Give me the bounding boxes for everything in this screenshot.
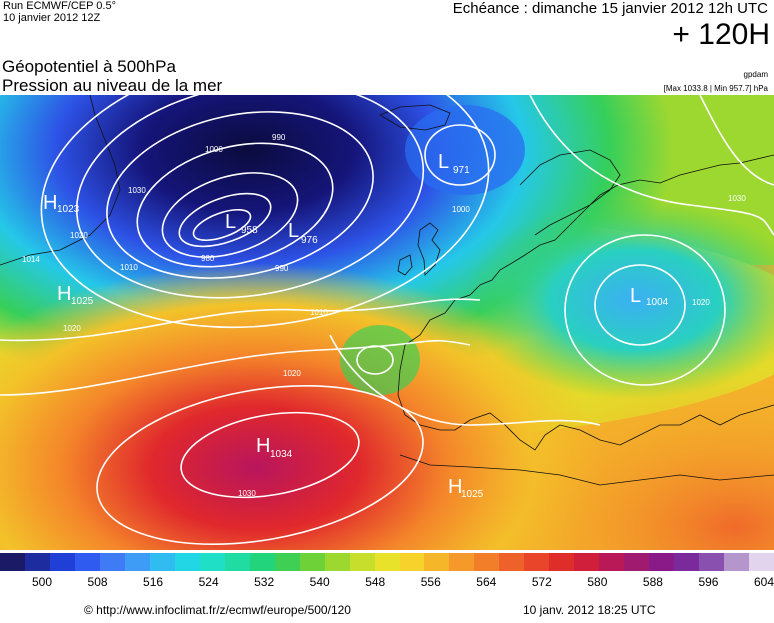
- isobar-label: 990: [275, 264, 289, 273]
- color-scale-cell: [624, 553, 650, 571]
- isobar-label: 1020: [70, 231, 88, 240]
- color-scale-cell: [549, 553, 575, 571]
- color-scale-tick-label: 564: [476, 575, 497, 589]
- pressure-center-type: H: [57, 283, 71, 305]
- isobar-label: 1020: [283, 369, 301, 378]
- forecast-valid-time: Echéance : dimanche 15 janvier 2012 12h …: [452, 0, 768, 17]
- color-scale-cell: [474, 553, 500, 571]
- color-scale-tick-label: 516: [143, 575, 164, 589]
- pressure-center-type: H: [43, 192, 57, 214]
- color-scale-cell: [224, 553, 250, 571]
- color-scale-cell: [499, 553, 525, 571]
- pressure-center-type: H: [256, 435, 270, 457]
- footer-generated-time: 10 janv. 2012 18:25 UTC: [523, 603, 656, 617]
- color-scale-cell: [99, 553, 125, 571]
- pressure-center-type: L: [225, 211, 236, 233]
- forecast-map: 990 1000 1010 1020 1030 980 990 1000 101…: [0, 95, 774, 550]
- pressure-center-value: 976: [301, 235, 318, 246]
- color-scale-cell: [574, 553, 600, 571]
- color-scale-tick-label: 524: [198, 575, 219, 589]
- color-scale-tick-label: 572: [531, 575, 552, 589]
- pressure-center-value: 1023: [57, 204, 80, 215]
- run-date: 10 janvier 2012 12Z: [3, 12, 101, 24]
- color-scale-tick-label: 540: [309, 575, 330, 589]
- map-title-geopotential: Géopotentiel à 500hPa: [2, 57, 176, 76]
- color-scale-cell: [324, 553, 350, 571]
- biscay-green-blob: [340, 325, 420, 395]
- pressure-center-value: 1025: [461, 489, 484, 500]
- color-scale-tick-label: 580: [587, 575, 608, 589]
- color-scale-cell: [24, 553, 50, 571]
- run-label: Run ECMWF/CEP 0.5°: [3, 0, 117, 12]
- pressure-center-value: 1034: [270, 449, 293, 460]
- max-min-pressure: [Max 1033.8 | Min 957.7] hPa: [663, 84, 768, 93]
- color-scale-cell: [274, 553, 300, 571]
- color-scale-cell: [299, 553, 325, 571]
- color-scale-cell: [349, 553, 375, 571]
- color-scale-cell: [449, 553, 475, 571]
- color-scale-cell: [524, 553, 550, 571]
- color-scale-tick-label: 500: [31, 575, 53, 589]
- isobar-label: 1030: [128, 186, 146, 195]
- pressure-center-value: 1025: [71, 296, 94, 307]
- color-scale-cell: [749, 553, 774, 571]
- color-scale-cell: [49, 553, 75, 571]
- isobar-label: 1030: [728, 194, 746, 203]
- pressure-center-value: 1004: [646, 297, 669, 308]
- color-scale-cell: [0, 553, 25, 571]
- color-scale-cell: [649, 553, 675, 571]
- isobar-label: 1000: [452, 205, 470, 214]
- footer-source-url: © http://www.infoclimat.fr/z/ecmwf/europ…: [84, 603, 351, 617]
- color-scale-tick-label: 588: [642, 575, 663, 589]
- color-scale-ticks: 500 508 516 524 532 540 548 556 564 572 580 588 596 6…: [0, 575, 774, 593]
- isobars: [0, 95, 774, 546]
- pressure-center-type: H: [448, 476, 462, 498]
- color-scale-cell: [249, 553, 275, 571]
- color-scale-cell: [124, 553, 150, 571]
- color-scale-cell: [674, 553, 700, 571]
- color-scale-cell: [74, 553, 100, 571]
- isobar-label: 980: [201, 254, 215, 263]
- pressure-center-value: 958: [241, 225, 258, 236]
- color-scale-cell: [599, 553, 625, 571]
- color-scale-tick-label: 532: [254, 575, 275, 589]
- isobar-label: 1020: [692, 298, 710, 307]
- pressure-center-type: L: [438, 151, 449, 173]
- pressure-centers: L 958 L 971 L 976 L 1004 H 1023 H 1025 H…: [43, 151, 669, 500]
- forecast-horizon: + 120H: [672, 18, 770, 51]
- isobar-labels: 990 1000 1010 1020 1030 980 990 1000 101…: [22, 133, 746, 498]
- pressure-center-type: L: [288, 220, 299, 242]
- color-scale-tick-label: 556: [420, 575, 441, 589]
- color-scale-cell: [174, 553, 200, 571]
- color-scale-cell: [399, 553, 425, 571]
- color-scale-tick-label: 604: [753, 575, 774, 589]
- color-scale-cell: [424, 553, 450, 571]
- isobar-label: 1010: [120, 263, 138, 272]
- isobar-label: 1000: [205, 145, 223, 154]
- color-scale-cell: [199, 553, 225, 571]
- pressure-center-value: 971: [453, 165, 470, 176]
- color-scale-cell: [374, 553, 400, 571]
- unit-source-label: gpdam: [743, 70, 768, 79]
- color-scale-cell: [699, 553, 725, 571]
- isobar-label: 1030: [238, 489, 256, 498]
- color-scale-cell: [724, 553, 750, 571]
- southeast-field: [0, 95, 774, 550]
- color-scale-tick-label: 596: [698, 575, 719, 589]
- isobar-label: 1020: [63, 324, 81, 333]
- color-scale-tick-label: 548: [365, 575, 386, 589]
- color-scale-bar: [0, 553, 774, 571]
- isobar-label: 1010: [310, 308, 328, 317]
- pressure-center-type: L: [630, 285, 641, 307]
- isobar-label: 1014: [22, 255, 40, 264]
- color-scale-tick-label: 508: [87, 575, 108, 589]
- isobar-label: 990: [272, 133, 286, 142]
- map-title-pressure: Pression au niveau de la mer: [2, 76, 223, 95]
- color-scale-cell: [149, 553, 175, 571]
